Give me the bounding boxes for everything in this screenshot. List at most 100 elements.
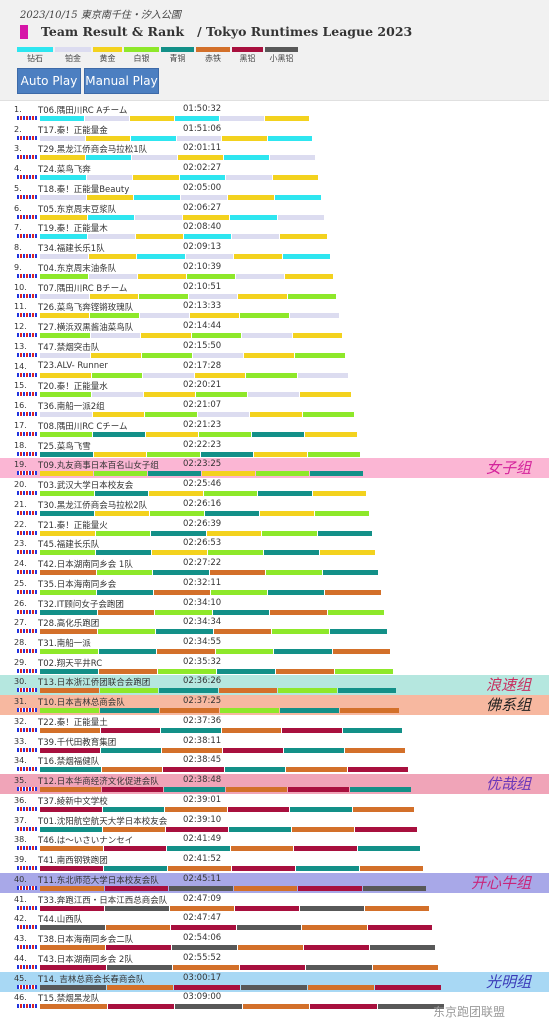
leg-bar [96, 570, 152, 576]
leg-bar [40, 116, 84, 121]
rank-number: 18. [14, 440, 27, 450]
team-time: 02:26:16 [183, 498, 222, 509]
rank-number: 4. [14, 164, 22, 174]
leg-bar [191, 333, 241, 339]
legend-swatch [232, 47, 263, 52]
leg-bar [272, 629, 329, 635]
leg-bar [95, 510, 149, 516]
team-name: T05.东京周末豆浆队 [38, 204, 117, 215]
leg-bar [240, 313, 289, 319]
result-row: 37. T01.沈阳航空航天大学日本校友会 02:39:10 [0, 815, 549, 835]
leg-bar [89, 293, 138, 299]
rank-number: 15. [14, 381, 27, 391]
leg-bar [229, 826, 291, 832]
leg-bar [40, 451, 93, 457]
leg-bar [306, 964, 372, 970]
rank-number: 16. [14, 401, 27, 411]
leg-bar [106, 945, 171, 951]
leg-bar [85, 135, 130, 141]
leg-bar [287, 293, 336, 299]
leg-bar [292, 333, 342, 339]
leg-bar [87, 214, 134, 220]
leg-bar [224, 767, 285, 773]
leg-bar [160, 708, 219, 714]
team-time: 02:37:36 [183, 715, 222, 726]
flag-icon [17, 116, 37, 120]
leg-bar [196, 392, 247, 398]
leg-bar [352, 806, 414, 812]
leg-bar [40, 550, 95, 556]
leg-bar [143, 372, 194, 378]
result-row: 18. T25.菜鸟飞雪 02:22:23 [0, 440, 549, 460]
auto-play-button[interactable]: Auto Play [17, 68, 81, 94]
manual-play-button[interactable]: Manual Play [84, 68, 159, 94]
rank-number: 46. [14, 993, 27, 1003]
leg-bar [322, 570, 378, 576]
team-time: 02:02:27 [183, 163, 222, 174]
leg-bar [310, 1004, 377, 1010]
leg-bar [372, 964, 438, 970]
leg-bar [145, 412, 197, 418]
team-name: T20.秦！正能量水 [38, 382, 108, 393]
group-label: 光明组 [485, 972, 531, 991]
team-time: 02:10:39 [183, 261, 222, 272]
leg-bar [202, 471, 255, 477]
leg-bar [211, 589, 267, 595]
result-row: 43. T38.日本海南同乡会二队 02:54:06 [0, 933, 549, 953]
leg-bar [88, 234, 135, 240]
result-row: 32. T22.秦！正能量土 02:37:36 [0, 716, 549, 736]
leg-bar [262, 530, 317, 536]
leg-bar [274, 648, 332, 654]
leg-bar [91, 372, 142, 378]
leg-bar [96, 550, 151, 556]
leg-bar [270, 155, 315, 161]
flag-icon [17, 905, 37, 910]
rank-number: 45. [14, 973, 27, 983]
leg-bar [40, 234, 87, 240]
leg-bar [275, 194, 321, 200]
result-row: 7. T19.秦！正能量木 02:08:40 [0, 222, 549, 242]
leg-bar [40, 708, 99, 714]
leg-bar [40, 372, 91, 378]
leg-bar [185, 254, 233, 260]
result-row: 24. T42.日本湖南同乡会 1队 02:27:22 [0, 558, 549, 578]
result-row: 31. T10.日本吉林总商会队 02:37:25 [0, 696, 549, 716]
leg-bar [40, 313, 89, 319]
team-name: T10.日本吉林总商会队 [38, 698, 125, 709]
page-title: Team Result & Rank / Tokyo Runtimes Leag… [41, 24, 412, 39]
leg-bar [86, 175, 132, 181]
team-time: 02:27:22 [183, 558, 222, 569]
team-time: 02:22:23 [183, 439, 222, 450]
leg-bar [312, 491, 366, 497]
result-row: 16. T36.南船一派2组 02:21:07 [0, 400, 549, 420]
team-time: 02:38:45 [183, 755, 222, 766]
leg-bar [40, 155, 85, 161]
rank-number: 9. [14, 262, 22, 272]
leg-bar [234, 254, 282, 260]
team-name: T32.IT顾问女子会跑团 [38, 599, 124, 610]
leg-bar [282, 254, 330, 260]
leg-bar [166, 826, 228, 832]
leg-bar [104, 885, 168, 891]
leg-bar [248, 392, 299, 398]
leg-bar [252, 431, 304, 437]
leg-bar [208, 550, 263, 556]
team-name: T06.隅田川RC Aチーム [38, 106, 128, 116]
leg-bar [285, 273, 333, 279]
leg-bar [182, 214, 229, 220]
result-row: 30. T13.日本浙江侨团联合会跑团 02:36:26 [0, 676, 549, 696]
team-name: T37.綾新中文学校 [38, 796, 108, 807]
flag-icon [17, 589, 37, 594]
result-row: 20. T03.武汉大学日本校友会 02:25:46 [0, 479, 549, 499]
leg-bar [40, 787, 101, 793]
team-time: 02:34:34 [183, 617, 222, 628]
team-name: T08.隅田川RC Cチーム [38, 421, 128, 432]
leg-bar [100, 708, 159, 714]
leg-bar [228, 194, 274, 200]
leg-bar [302, 925, 367, 931]
result-row: 26. T32.IT顾问女子会跑团 02:34:10 [0, 598, 549, 618]
leg-bar [98, 648, 156, 654]
team-time: 02:15:50 [183, 340, 222, 351]
leg-bar [236, 273, 284, 279]
team-name: T03.武汉大学日本校友会 [38, 481, 134, 492]
